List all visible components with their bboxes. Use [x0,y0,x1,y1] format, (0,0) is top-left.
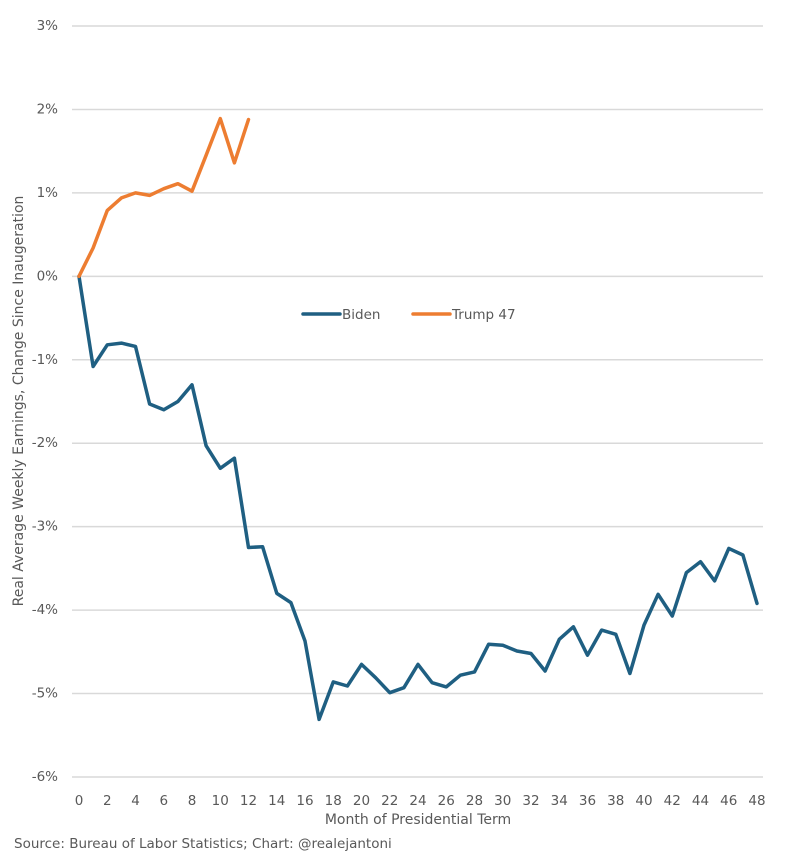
x-tick-label: 0 [75,793,84,809]
legend-label-biden: Biden [342,307,380,323]
y-axis-title: Real Average Weekly Earnings, Change Sin… [11,196,27,607]
x-axis-title: Month of Presidential Term [325,812,511,828]
x-tick-label: 34 [551,793,568,809]
series-line-biden [77,274,759,722]
x-tick-label: 40 [635,793,652,809]
legend-label-trump-47: Trump 47 [451,307,516,323]
x-tick-label: 36 [579,793,596,809]
x-tick-label: 6 [159,793,168,809]
y-tick-label: 0% [37,268,59,284]
x-tick-label: 32 [522,793,539,809]
source-note: Source: Bureau of Labor Statistics; Char… [14,836,392,852]
y-tick-label: -6% [32,769,58,785]
x-tick-label: 4 [131,793,140,809]
y-tick-label: 2% [37,101,59,117]
x-tick-label: 16 [296,793,313,809]
y-tick-label: 3% [37,18,59,34]
x-tick-label: 12 [240,793,257,809]
gridlines [72,25,763,778]
y-tick-label: -2% [32,435,58,451]
x-tick-label: 44 [692,793,709,809]
y-tick-label: -3% [32,519,58,535]
x-tick-label: 18 [325,793,342,809]
legend: Biden Trump 47 [301,307,516,323]
x-tick-label: 48 [748,793,765,809]
x-tick-label: 46 [720,793,737,809]
x-tick-label: 26 [438,793,455,809]
x-tick-label: 28 [466,793,483,809]
x-axis-ticks: 0 2 4 6 8 10 12 14 16 18 20 22 24 26 28 30 32 34 36 38 40 42 4… [75,793,766,809]
series-line-trump-47 [77,116,251,279]
y-tick-label: -5% [32,686,58,702]
series-lines [77,116,759,722]
y-tick-label: 1% [37,185,59,201]
x-tick-label: 42 [664,793,681,809]
y-tick-label: -4% [32,602,58,618]
x-tick-label: 30 [494,793,511,809]
y-tick-label: -1% [32,352,58,368]
x-tick-label: 14 [268,793,285,809]
x-tick-label: 10 [212,793,229,809]
x-tick-label: 38 [607,793,624,809]
x-tick-label: 8 [188,793,197,809]
x-tick-label: 24 [409,793,426,809]
x-tick-label: 2 [103,793,112,809]
y-axis-ticks: 3% 2% 1% 0% -1% -2% -3% -4% -5% -6% [32,18,58,785]
x-tick-label: 20 [353,793,370,809]
x-tick-label: 22 [381,793,398,809]
